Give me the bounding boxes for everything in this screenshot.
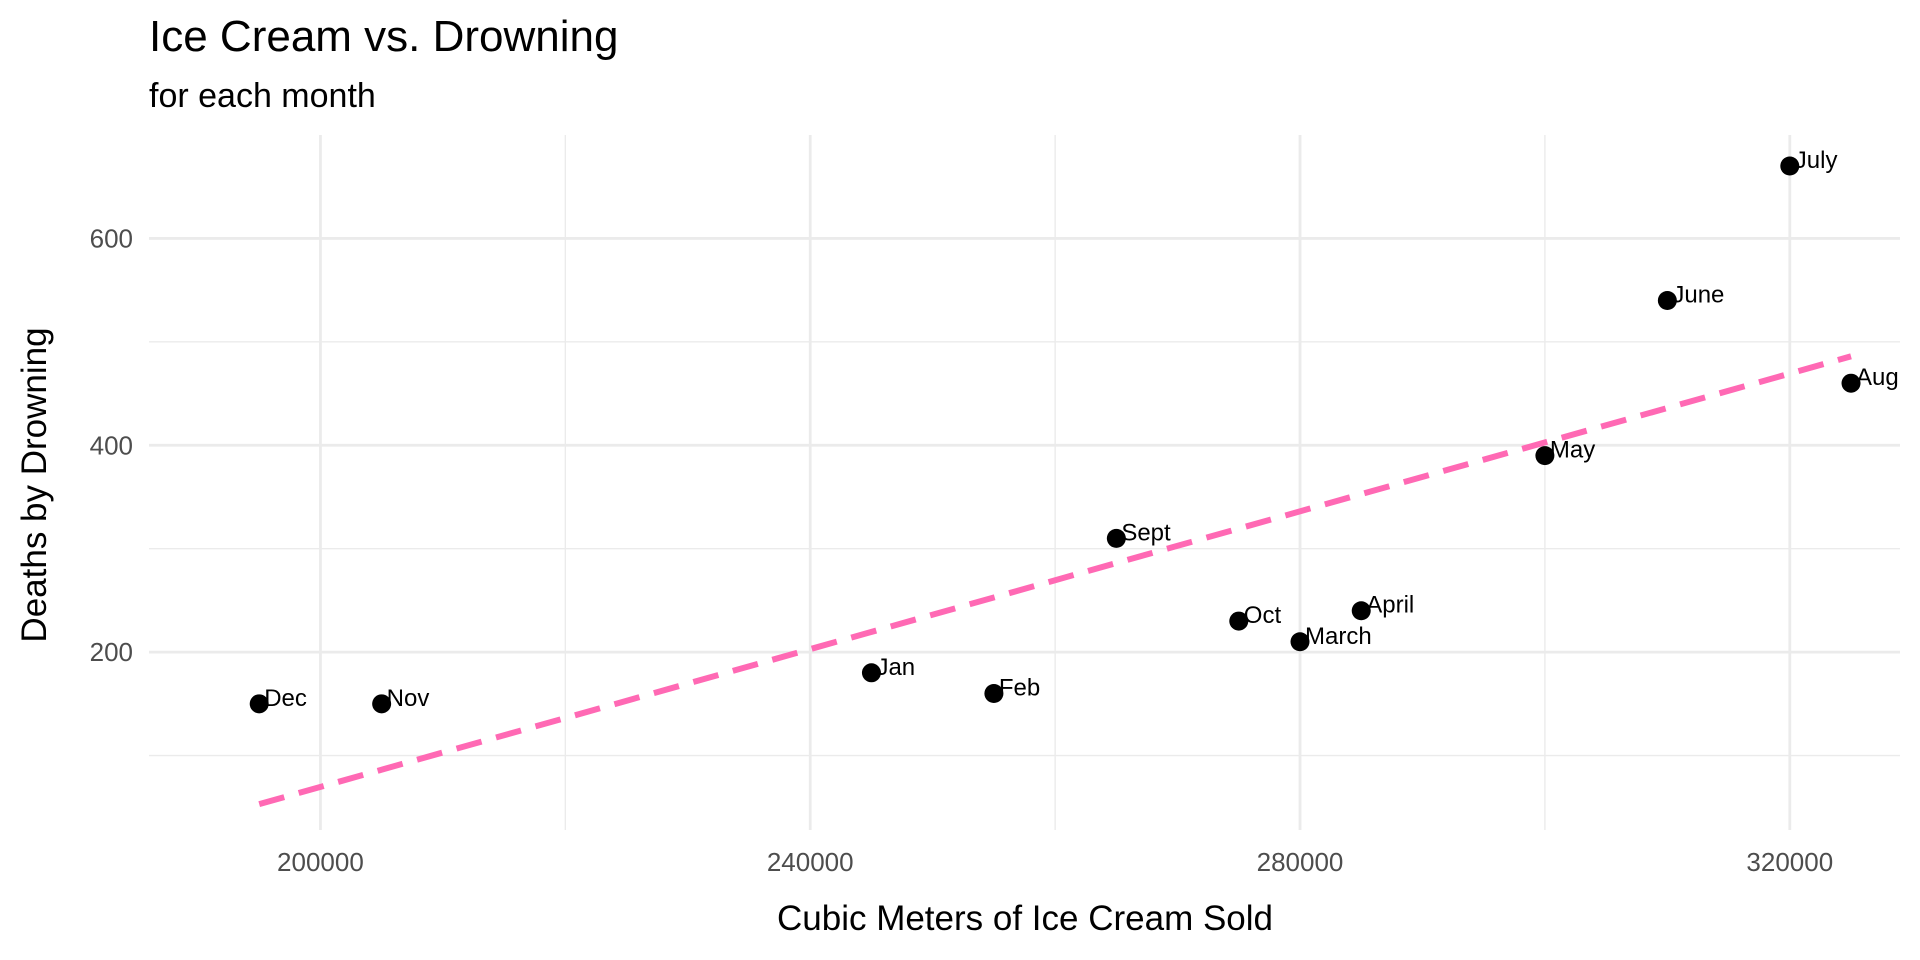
data-point — [1841, 373, 1861, 393]
point-label: Aug — [1856, 364, 1899, 391]
data-point — [984, 683, 1004, 703]
x-tick-label: 320000 — [1746, 847, 1833, 877]
point-label: Feb — [999, 674, 1040, 701]
x-tick-label: 280000 — [1257, 847, 1344, 877]
y-tick-label: 200 — [90, 637, 133, 667]
y-axis-title: Deaths by Drowning — [15, 327, 54, 642]
data-point — [1780, 156, 1800, 176]
point-label: April — [1366, 592, 1414, 619]
tick-labels: 200000 240000 280000 320000 200 400 600 — [90, 223, 1834, 877]
data-points — [249, 156, 1861, 714]
data-point — [1229, 611, 1249, 631]
point-labels: Jan Feb March April May June July Aug Sept Oct Nov… — [264, 147, 1899, 712]
data-point — [1657, 290, 1677, 310]
point-label: May — [1550, 437, 1595, 464]
point-label: Sept — [1121, 519, 1171, 546]
data-point — [1290, 632, 1310, 652]
x-tick-label: 200000 — [277, 847, 364, 877]
point-label: June — [1672, 281, 1724, 308]
x-axis-title: Cubic Meters of Ice Cream Sold — [777, 899, 1273, 938]
trend-line-layer — [258, 353, 1852, 808]
point-label: Dec — [264, 685, 307, 712]
data-point — [861, 663, 881, 683]
data-point — [1106, 528, 1126, 548]
point-label: Nov — [387, 685, 430, 712]
point-label: July — [1795, 147, 1838, 174]
chart-subtitle: for each month — [149, 77, 376, 115]
chart-title: Ice Cream vs. Drowning — [149, 12, 618, 61]
data-point — [249, 694, 269, 714]
point-label: March — [1305, 623, 1372, 650]
data-point — [1535, 446, 1555, 466]
y-tick-label: 600 — [90, 223, 133, 253]
data-point — [372, 694, 392, 714]
trend-line — [258, 353, 1852, 808]
grid-lines — [149, 135, 1900, 830]
x-tick-label: 240000 — [767, 847, 854, 877]
point-label: Oct — [1244, 602, 1282, 629]
point-label: Jan — [876, 654, 915, 681]
y-tick-label: 400 — [90, 430, 133, 460]
data-point — [1351, 601, 1371, 621]
